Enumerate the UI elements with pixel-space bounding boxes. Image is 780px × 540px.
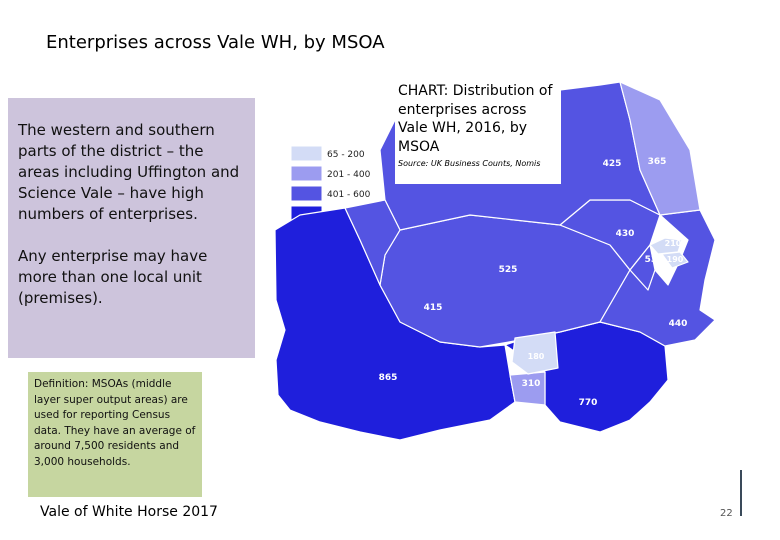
page-number: 22: [720, 508, 733, 519]
region-label: 865: [379, 373, 398, 383]
region: [344, 199, 401, 286]
regions: [274, 81, 716, 441]
region-label: 415: [424, 303, 443, 313]
legend-swatch: [290, 145, 323, 162]
paragraph: The western and southern parts of the di…: [18, 121, 240, 223]
legend-label: 65 - 200: [327, 150, 365, 160]
region-label: 425: [603, 159, 622, 169]
region-label: 430: [616, 229, 635, 239]
region-label: 770: [579, 398, 598, 408]
caption-title: CHART: Distribution of enterprises acros…: [398, 83, 553, 155]
region-label: 190: [667, 255, 684, 264]
legend-swatch: [290, 185, 323, 202]
region-label: 440: [669, 319, 688, 329]
region-label: 210: [665, 239, 682, 248]
footer: Vale of White Horse 2017: [40, 504, 218, 520]
region-label: 535: [645, 255, 664, 265]
region: [619, 81, 701, 216]
chart-caption: CHART: Distribution of enterprises acros…: [395, 78, 561, 184]
region-label: 365: [648, 157, 667, 167]
definition-box: Definition: MSOAs (middle layer super ou…: [28, 372, 202, 497]
region: [511, 331, 559, 375]
region-label: 180: [528, 352, 545, 361]
caption-source: Source: UK Business Counts, Nomis: [398, 159, 541, 168]
legend-swatch: [290, 165, 323, 182]
text-box: The western and southern parts of the di…: [8, 98, 255, 358]
legend-label: 201 - 400: [327, 170, 371, 180]
region: [649, 237, 683, 255]
region: [661, 251, 689, 269]
region-label: 525: [499, 265, 518, 275]
legend-label: 401 - 600: [327, 190, 371, 200]
region-label: 310: [522, 379, 541, 389]
paragraph: Any enterprise may have more than one lo…: [18, 247, 208, 307]
slide-title: Enterprises across Vale WH, by MSOA: [46, 32, 385, 53]
region: [599, 209, 716, 347]
region: [629, 244, 656, 291]
region-labels: 865 770 525 430 425 415 440 535 365 310 210 190 180: [379, 157, 688, 408]
